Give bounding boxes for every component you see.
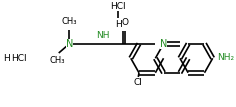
Text: N: N (66, 39, 73, 49)
Text: NH₂: NH₂ (217, 53, 234, 62)
Text: N: N (160, 39, 167, 49)
Text: NH: NH (97, 31, 110, 40)
Text: O: O (122, 18, 129, 27)
Text: HCl: HCl (110, 2, 126, 11)
Text: HCl: HCl (11, 54, 27, 63)
Text: H: H (115, 20, 122, 29)
Text: H: H (4, 54, 10, 63)
Text: CH₃: CH₃ (49, 56, 65, 65)
Text: Cl: Cl (133, 78, 142, 87)
Text: CH₃: CH₃ (62, 17, 77, 26)
